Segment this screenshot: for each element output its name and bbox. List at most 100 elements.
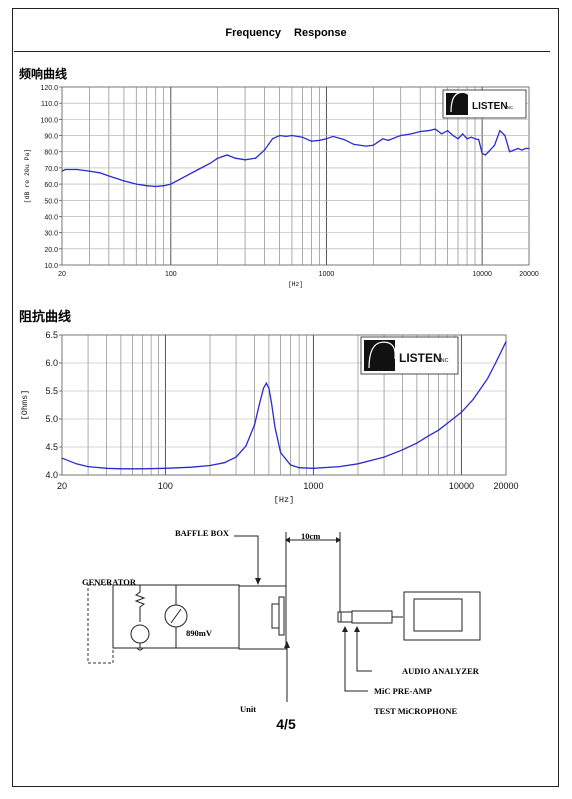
- data-point: [495, 362, 497, 364]
- data-point: [353, 143, 355, 145]
- logo-brand: LISTEN: [472, 101, 508, 112]
- data-point: [481, 152, 483, 154]
- preamp-label: MiC PRE-AMP: [374, 686, 432, 696]
- data-point: [190, 466, 193, 468]
- x-tick-label: 20: [58, 271, 66, 278]
- data-point: [209, 464, 211, 467]
- data-point: [61, 170, 63, 172]
- x-tick-label: 10000: [449, 481, 474, 491]
- data-point: [197, 168, 199, 171]
- y-tick-label: 120.0: [40, 85, 58, 92]
- page-frame: [12, 8, 559, 787]
- impedance-section-title: 阻抗曲线: [19, 310, 72, 325]
- data-point: [135, 183, 137, 185]
- data-point: [268, 387, 270, 389]
- data-point: [517, 147, 519, 150]
- data-point: [513, 149, 515, 151]
- x-axis-label: [Hz]: [288, 281, 304, 288]
- y-tick-label: 6.0: [45, 358, 58, 368]
- data-point: [441, 133, 443, 135]
- y-tick-label: 100.0: [40, 117, 58, 124]
- data-point: [312, 467, 314, 469]
- data-point: [310, 140, 312, 142]
- data-point: [254, 424, 256, 426]
- data-point: [472, 398, 474, 400]
- data-point: [141, 468, 144, 470]
- data-point: [524, 147, 527, 150]
- y-tick-label: 4.0: [45, 470, 58, 480]
- data-point: [402, 449, 404, 451]
- header-divider: [14, 51, 550, 52]
- data-point: [357, 463, 359, 465]
- x-tick-label: 100: [158, 481, 173, 491]
- data-point: [164, 467, 166, 469]
- frequency-response-chart: 120.0 110.0 100.0 90.0 80.0 70.0 60.0 50.0 40.0 3…: [24, 85, 539, 288]
- data-point: [488, 151, 490, 153]
- data-point: [343, 139, 345, 141]
- data-point: [434, 128, 436, 130]
- x-tick-label: 10000: [472, 271, 492, 278]
- data-point: [504, 134, 506, 137]
- data-point: [301, 136, 303, 138]
- logo-brand: LISTEN: [399, 351, 442, 365]
- data-point: [395, 136, 397, 138]
- data-point: [244, 159, 246, 161]
- y-axis-label: [dB re 20u Pa]: [24, 149, 31, 204]
- data-point: [446, 422, 448, 425]
- data-point: [318, 139, 320, 141]
- data-point: [400, 134, 402, 137]
- page-title: Frequency Response: [225, 27, 347, 39]
- data-point: [298, 467, 300, 469]
- y-axis-label: [Ohms]: [20, 390, 30, 421]
- x-axis-label: [Hz]: [274, 495, 294, 505]
- test-microphone-label: TEST MiCROPHONE: [374, 706, 458, 716]
- data-point: [87, 466, 89, 468]
- y-tick-label: 80.0: [44, 150, 58, 157]
- y-tick-label: 6.5: [45, 330, 58, 340]
- audio-analyzer-label: AUDIO ANALYZER: [402, 666, 479, 676]
- data-point: [88, 170, 90, 172]
- impedance-chart: 6.5 6.0 5.5 5.0 4.5 4.020 100 1000 10000 20000 [Hz…: [20, 330, 519, 505]
- data-point: [505, 341, 507, 343]
- data-point: [64, 168, 66, 171]
- unit-label: Unit: [240, 704, 257, 714]
- y-tick-label: 60.0: [44, 182, 58, 189]
- data-point: [460, 411, 462, 413]
- data-point: [234, 157, 236, 159]
- x-tick-label: 1000: [319, 271, 335, 278]
- data-point: [382, 138, 384, 140]
- data-point: [365, 145, 367, 147]
- data-point: [146, 185, 148, 187]
- data-point: [163, 185, 165, 187]
- data-point: [270, 401, 272, 403]
- data-point: [274, 426, 276, 428]
- x-tick-label: 20000: [493, 481, 518, 491]
- data-point: [245, 445, 247, 447]
- y-tick-label: 40.0: [44, 214, 58, 221]
- data-point: [474, 138, 476, 140]
- data-point: [338, 466, 341, 468]
- data-point: [470, 136, 472, 138]
- logo-head-outline: [368, 341, 396, 369]
- y-tick-label: 110.0: [41, 101, 58, 108]
- y-tick-label: 10.0: [44, 263, 58, 270]
- data-point: [285, 135, 287, 137]
- data-point: [447, 130, 449, 132]
- data-point: [509, 151, 511, 153]
- data-point: [291, 134, 293, 137]
- data-point: [64, 458, 66, 460]
- data-point: [123, 180, 125, 182]
- x-tick-label: 20: [57, 481, 67, 491]
- data-point: [235, 456, 237, 458]
- data-point: [452, 134, 454, 137]
- distance-label: 10cm: [301, 531, 321, 541]
- data-point: [263, 149, 266, 151]
- y-tick-label: 90.0: [44, 134, 58, 141]
- data-point: [265, 382, 267, 384]
- data-point: [271, 138, 274, 140]
- frequency-section-title: 频响曲线: [19, 67, 68, 81]
- page-number: 4/5: [276, 716, 296, 732]
- data-point: [170, 183, 172, 185]
- x-tick-label: 100: [165, 271, 177, 278]
- data-point: [289, 464, 292, 466]
